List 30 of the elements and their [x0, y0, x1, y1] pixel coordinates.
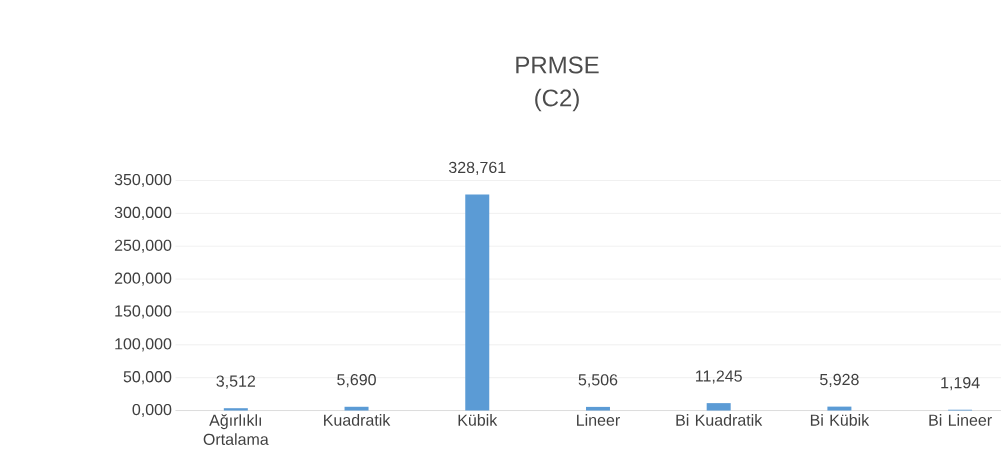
data-label: 328,761	[448, 161, 506, 175]
x-tick-label: Kübik	[458, 414, 498, 426]
y-tick-label: 100,000	[115, 338, 172, 352]
data-label: 1,194	[941, 376, 980, 391]
y-tick-label: 0,000	[132, 403, 172, 418]
data-label: 5,690	[337, 374, 376, 388]
y-tick-label: 250,000	[114, 239, 172, 253]
data-label: 5,506	[578, 374, 618, 388]
x-tick-label: Ağırlıklı Ortalama	[203, 414, 269, 445]
bar	[827, 406, 852, 411]
x-tick-label: Bi Kübik	[810, 414, 870, 426]
chart-subtitle: (C2)	[535, 88, 579, 112]
x-tick-label: Kuadratik	[324, 414, 391, 426]
bar	[706, 403, 731, 411]
y-tick-label: 300,000	[114, 206, 172, 220]
y-tick-label: 50,000	[123, 371, 172, 385]
bar	[465, 194, 490, 411]
bar	[344, 406, 369, 411]
data-label: 11,245	[696, 370, 742, 384]
x-tick-label: Bi Lineer	[929, 414, 992, 426]
bar	[223, 408, 248, 411]
x-tick-label: Lineer	[577, 414, 620, 426]
chart-title: PRMSE	[516, 56, 599, 74]
data-label: 5,928	[820, 373, 859, 388]
y-tick-label: 200,000	[114, 272, 172, 286]
y-tick-label: 150,000	[115, 305, 172, 319]
y-tick-label: 350,000	[114, 173, 172, 188]
x-tick-label: Bi Kuadratik	[676, 414, 763, 426]
data-label: 3,512	[216, 375, 256, 389]
bar	[585, 406, 610, 411]
